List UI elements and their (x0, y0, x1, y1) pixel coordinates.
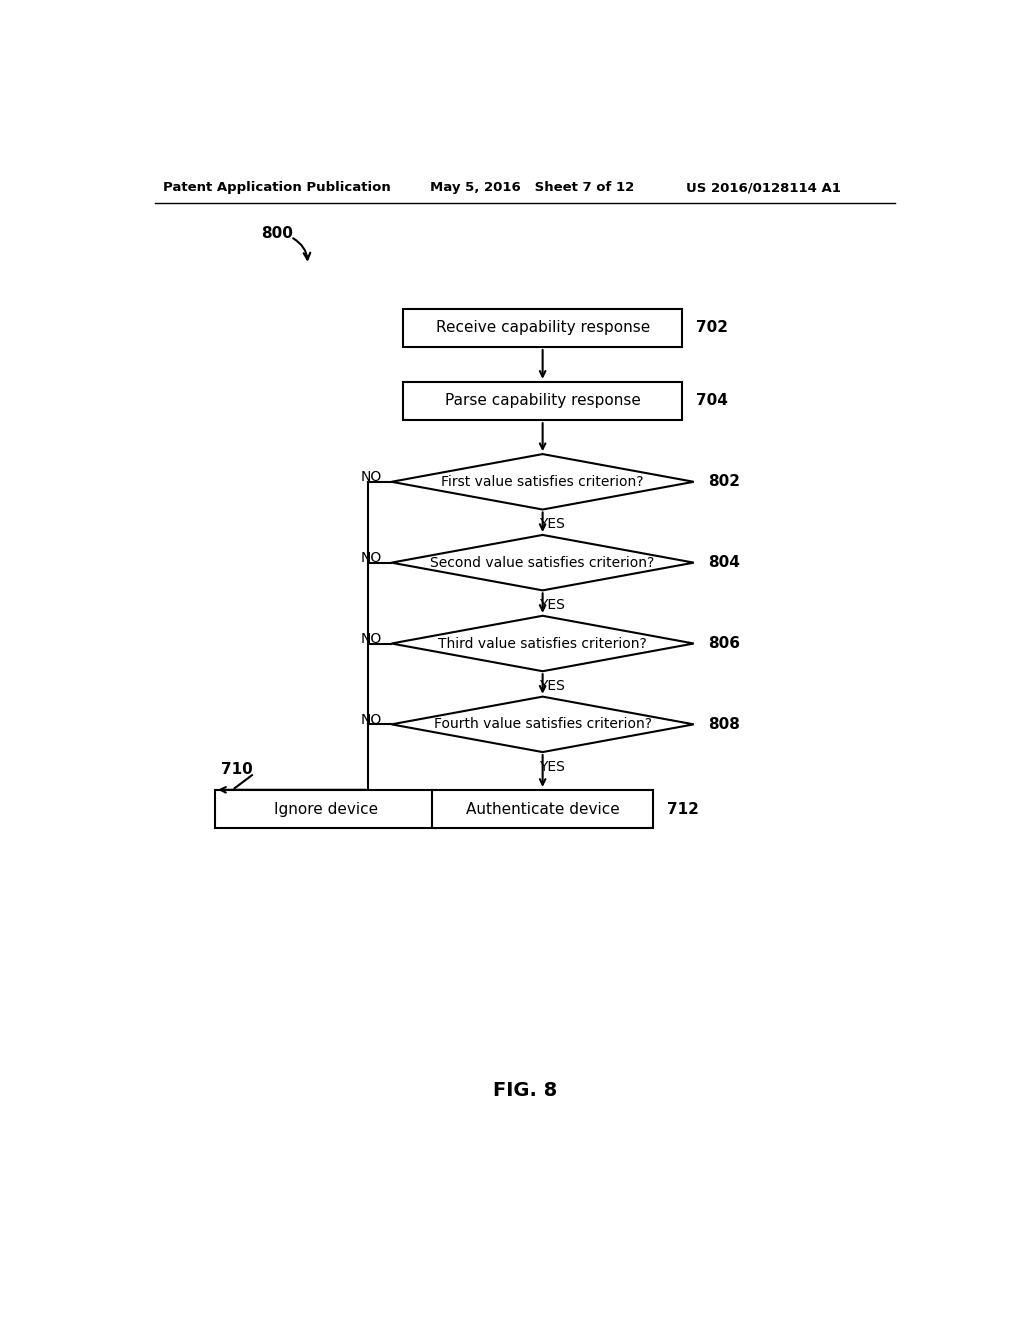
Text: 710: 710 (221, 762, 253, 776)
FancyBboxPatch shape (215, 789, 436, 829)
Polygon shape (391, 615, 693, 671)
Polygon shape (391, 697, 693, 752)
Polygon shape (391, 535, 693, 590)
Text: 802: 802 (708, 474, 739, 490)
Text: May 5, 2016   Sheet 7 of 12: May 5, 2016 Sheet 7 of 12 (430, 181, 635, 194)
Text: First value satisfies criterion?: First value satisfies criterion? (441, 475, 644, 488)
Text: 800: 800 (261, 226, 293, 242)
Text: YES: YES (539, 678, 565, 693)
Text: YES: YES (539, 517, 565, 531)
FancyBboxPatch shape (432, 789, 653, 829)
Text: Ignore device: Ignore device (273, 801, 378, 817)
Text: Patent Application Publication: Patent Application Publication (163, 181, 390, 194)
Text: 702: 702 (696, 321, 728, 335)
Polygon shape (391, 454, 693, 510)
Text: Receive capability response: Receive capability response (435, 321, 650, 335)
Text: US 2016/0128114 A1: US 2016/0128114 A1 (686, 181, 841, 194)
Text: 806: 806 (708, 636, 739, 651)
Text: NO: NO (360, 470, 382, 484)
Text: 808: 808 (708, 717, 739, 731)
Text: 804: 804 (708, 556, 739, 570)
FancyArrowPatch shape (293, 239, 310, 260)
Text: Authenticate device: Authenticate device (466, 801, 620, 817)
Text: Fourth value satisfies criterion?: Fourth value satisfies criterion? (433, 717, 651, 731)
Text: Third value satisfies criterion?: Third value satisfies criterion? (438, 636, 647, 651)
Text: YES: YES (539, 760, 565, 774)
Text: YES: YES (539, 598, 565, 612)
Text: NO: NO (360, 550, 382, 565)
Text: NO: NO (360, 713, 382, 727)
Text: Second value satisfies criterion?: Second value satisfies criterion? (430, 556, 654, 570)
FancyBboxPatch shape (403, 309, 682, 347)
Text: 712: 712 (667, 801, 699, 817)
Text: NO: NO (360, 632, 382, 645)
Text: Parse capability response: Parse capability response (444, 393, 641, 408)
Text: FIG. 8: FIG. 8 (493, 1081, 557, 1100)
FancyBboxPatch shape (403, 381, 682, 420)
Text: 704: 704 (696, 393, 728, 408)
